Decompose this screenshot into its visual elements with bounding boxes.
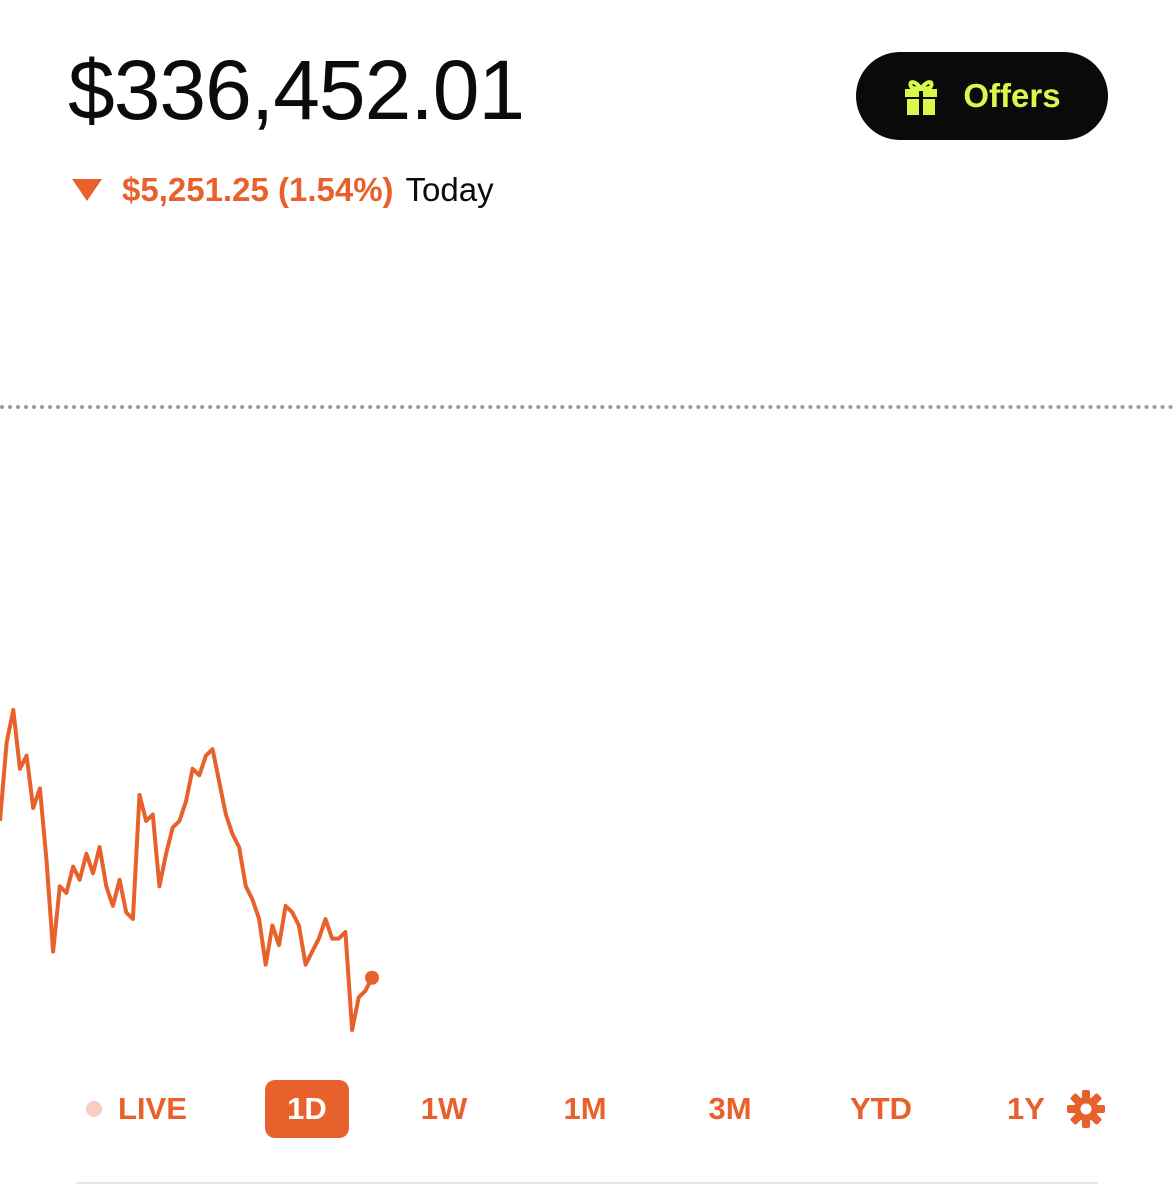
offers-button[interactable]: Offers [856, 52, 1108, 140]
reference-line [0, 405, 1174, 409]
range-1d[interactable]: 1D [265, 1080, 349, 1138]
range-1y[interactable]: 1Y [1007, 1091, 1045, 1126]
live-dot-icon [86, 1101, 102, 1117]
chart-current-point [365, 970, 379, 985]
change-amount: $5,251.25 (1.54%) [122, 171, 394, 208]
change-period: Today [405, 171, 494, 208]
portfolio-chart[interactable] [0, 700, 400, 1060]
range-1w[interactable]: 1W [420, 1091, 468, 1126]
down-triangle-icon [72, 179, 102, 201]
divider [76, 1182, 1098, 1184]
chart-series-line [0, 708, 374, 1032]
portfolio-balance: $336,452.01 [68, 43, 525, 137]
range-1m[interactable]: 1M [563, 1091, 607, 1126]
range-live-label: LIVE [118, 1091, 187, 1126]
range-live[interactable]: LIVE [86, 1080, 187, 1138]
time-range-selector: LIVE 1D 1W 1M 3M YTD 1Y [0, 1080, 1174, 1140]
range-3m[interactable]: 3M [708, 1091, 752, 1126]
gear-icon[interactable] [1066, 1089, 1106, 1129]
daily-change: $5,251.25 (1.54%) Today [70, 170, 494, 210]
range-ytd[interactable]: YTD [850, 1091, 912, 1126]
offers-label: Offers [963, 77, 1061, 114]
gift-icon [905, 80, 938, 115]
